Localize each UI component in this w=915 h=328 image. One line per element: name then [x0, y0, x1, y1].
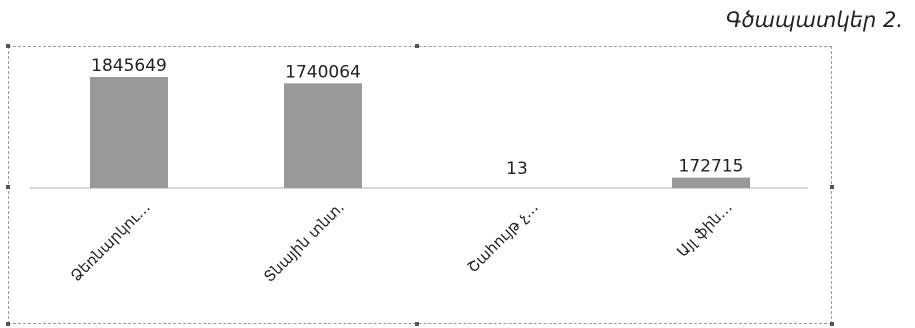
chart-frame [6, 44, 834, 326]
bar-1 [284, 83, 362, 188]
frame-handle-top-left [6, 44, 10, 48]
data-label-3: 172715 [679, 157, 744, 177]
bar-0 [90, 77, 168, 188]
frame-handle-mid-right [830, 185, 834, 189]
data-label-1: 1740064 [285, 62, 361, 82]
category-label-1: Տնային տնտ. [260, 198, 348, 286]
category-label-2: Շահույթ չ… [464, 198, 542, 276]
frame-handle-bottom-left [6, 322, 10, 326]
data-label-0: 1845649 [91, 56, 167, 76]
frame-handle-bottom-right [830, 322, 834, 326]
category-label-0: Ձեռնարկու… [67, 198, 154, 285]
frame-handle-top-mid [415, 44, 419, 48]
frame-handle-mid-left [6, 185, 10, 189]
figure-caption: Գծապատկեր 2. [725, 8, 903, 32]
data-label-2: 13 [506, 159, 528, 179]
category-label-3: Այլ ֆին… [673, 198, 736, 261]
bar-3 [672, 177, 750, 188]
frame-handle-bottom-mid [415, 322, 419, 326]
